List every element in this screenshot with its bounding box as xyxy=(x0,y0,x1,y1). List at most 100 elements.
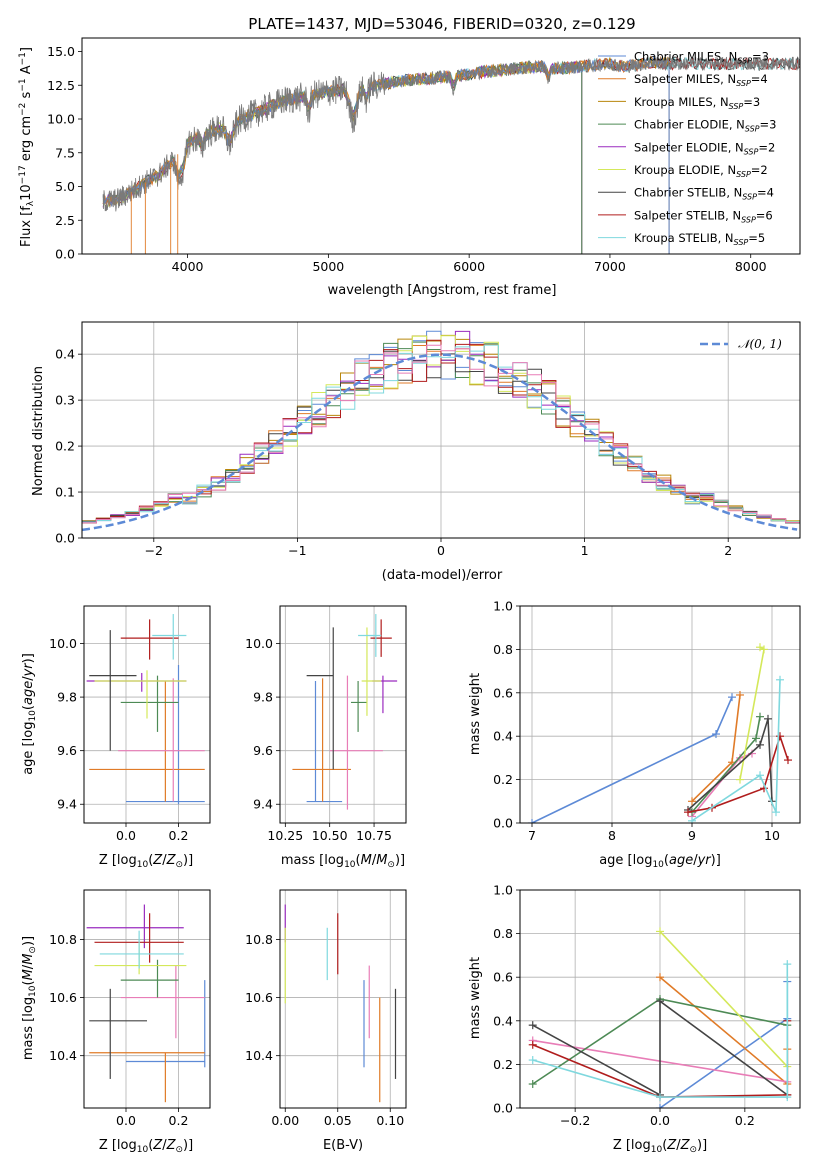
legend-label: Chabrier MILES, NSSP=3 xyxy=(634,50,769,66)
y-tick-label: 10.0 xyxy=(49,636,77,651)
y-tick-label: 10.0 xyxy=(47,112,75,127)
y-tick-label: 0.0 xyxy=(55,247,75,262)
y-tick-label: 0.4 xyxy=(493,729,513,744)
normal-pdf-curve xyxy=(82,353,798,532)
x-tick-label: 0 xyxy=(437,543,445,558)
residuals-plot xyxy=(82,330,800,532)
x-tick-label: 10.50 xyxy=(312,828,348,843)
axes-frame xyxy=(519,605,801,824)
weight-series-line xyxy=(532,964,789,1098)
axes-frame xyxy=(81,321,801,539)
x-tick-label: 10.75 xyxy=(356,828,392,843)
y-tick-label: 2.5 xyxy=(55,213,75,228)
y-tick-label: 7.5 xyxy=(55,145,75,160)
x-tick-label: 4000 xyxy=(172,259,204,274)
x-tick-label: 10 xyxy=(764,828,780,843)
y-tick-label: 0.1 xyxy=(55,485,75,500)
axes-frame xyxy=(279,889,407,1109)
mass-weight-vs-z-panel: −0.2 0.0 0.2 0.0 0.2 0.4 0.6 0.8 1.0 xyxy=(493,883,801,1128)
x-tick-label: 7000 xyxy=(594,259,626,274)
mass-vs-z-x-axis-label: Z [log10(Z/Z⊙)] xyxy=(99,1138,193,1155)
residuals-y-axis-label: Normed distribution xyxy=(31,366,46,496)
y-tick-label: 0.4 xyxy=(55,347,75,362)
x-tick-label: 0.05 xyxy=(324,1113,352,1128)
age-vs-z-y-axis-label: age [log10(age/yr)] xyxy=(21,653,38,775)
x-tick-label: 0.0 xyxy=(116,828,136,843)
x-tick-label: 0.0 xyxy=(650,1113,670,1128)
x-tick-label: 0.0 xyxy=(116,1113,136,1128)
x-tick-label: 7 xyxy=(528,828,536,843)
weight-series-line xyxy=(687,718,773,811)
age-vs-mass-x-axis-label: mass [log10(M/M⊙)] xyxy=(281,853,405,870)
x-tick-label: 8000 xyxy=(735,259,767,274)
spectrum-y-axis-label: Flux [fλ10−17 erg cm−2 s−1 A−1] xyxy=(18,47,36,247)
spectrum-x-axis-label: wavelength [Angstrom, rest frame] xyxy=(328,283,557,298)
residuals-legend: 𝒩(0, 1) xyxy=(700,337,782,351)
spectrum-title: PLATE=1437, MJD=53046, FIBERID=0320, z=0… xyxy=(248,15,635,33)
y-tick-label: 0.6 xyxy=(493,970,513,985)
mass-weight-vs-age-y-axis-label: mass weight xyxy=(468,673,483,755)
y-tick-label: 0.2 xyxy=(493,1057,513,1072)
x-tick-label: 6000 xyxy=(453,259,485,274)
y-tick-label: 9.6 xyxy=(253,743,273,758)
y-tick-label: 10.4 xyxy=(245,1048,273,1063)
x-tick-label: 0.2 xyxy=(169,828,189,843)
y-tick-label: 10.8 xyxy=(49,932,77,947)
mass-vs-ebv-x-axis-label: E(B-V) xyxy=(323,1138,363,1153)
y-tick-label: 9.8 xyxy=(57,690,77,705)
x-tick-label: 0.00 xyxy=(271,1113,299,1128)
mass-weight-vs-age-panel: 7 8 9 10 0.0 0.2 0.4 0.6 0.8 1.0 xyxy=(493,599,801,843)
y-tick-label: 0.8 xyxy=(493,926,513,941)
legend-label: Salpeter MILES, NSSP=4 xyxy=(634,72,768,88)
axes-frame xyxy=(83,605,211,824)
x-tick-label: 1 xyxy=(581,543,589,558)
y-tick-label: 0.2 xyxy=(55,439,75,454)
x-tick-label: 2 xyxy=(724,543,732,558)
y-tick-label: 9.4 xyxy=(253,797,273,812)
x-tick-label: 5000 xyxy=(312,259,344,274)
y-tick-label: 10.8 xyxy=(245,932,273,947)
y-tick-label: 0.0 xyxy=(493,1101,513,1116)
residuals-x-axis-label: (data-model)/error xyxy=(382,568,503,583)
y-tick-label: 10.4 xyxy=(49,1048,77,1063)
y-tick-label: 9.4 xyxy=(57,797,77,812)
mass-weight-vs-z-x-axis-label: Z [log10(Z/Z⊙)] xyxy=(613,1138,707,1155)
y-tick-label: 1.0 xyxy=(493,599,513,614)
residual-histogram xyxy=(82,344,800,526)
x-tick-label: 9 xyxy=(688,828,696,843)
x-tick-label: −2 xyxy=(145,543,163,558)
legend-label: Salpeter ELODIE, NSSP=2 xyxy=(634,140,775,156)
x-tick-label: 0.2 xyxy=(169,1113,189,1128)
data-spectrum-line xyxy=(102,55,800,212)
y-tick-label: 0.8 xyxy=(493,642,513,657)
mass-vs-z-panel: 0.0 0.2 10.4 10.6 10.8 xyxy=(49,889,211,1128)
y-tick-label: 9.8 xyxy=(253,690,273,705)
x-tick-label: 0.10 xyxy=(376,1113,404,1128)
legend-label: Kroupa MILES, NSSP=3 xyxy=(634,95,760,111)
mass-vs-ebv-panel: 0.00 0.05 0.10 10.4 10.6 10.8 xyxy=(245,889,407,1128)
x-tick-label: 8 xyxy=(608,828,616,843)
y-tick-label: 9.6 xyxy=(57,743,77,758)
errorbar-plot xyxy=(86,904,206,1103)
residuals-panel: −2 −1 0 1 2 0.0 0.1 0.2 0.3 0.4 𝒩(0, 1) xyxy=(55,321,801,558)
y-tick-label: 0.4 xyxy=(493,1013,513,1028)
axes-frame xyxy=(83,889,211,1109)
age-vs-z-x-axis-label: Z [log10(Z/Z⊙)] xyxy=(99,853,193,870)
weight-plot xyxy=(528,927,792,1108)
spectrum-legend: Chabrier MILES, NSSP=3 Salpeter MILES, NS… xyxy=(598,50,776,247)
errorbar-plot xyxy=(86,614,205,805)
age-vs-mass-panel: 10.25 10.50 10.75 9.4 9.6 9.8 10.0 xyxy=(245,605,407,843)
spectrum-plot xyxy=(102,54,800,254)
age-vs-z-panel: 0.0 0.2 9.4 9.6 9.8 10.0 xyxy=(49,605,211,843)
mass-vs-z-y-axis-label: mass [log10(M/M⊙)] xyxy=(21,936,38,1060)
legend-label: 𝒩(0, 1) xyxy=(738,337,782,351)
weight-series-line xyxy=(532,999,788,1097)
axes-frame xyxy=(81,37,801,255)
y-tick-label: 5.0 xyxy=(55,179,75,194)
x-tick-label: 10.25 xyxy=(267,828,303,843)
y-tick-label: 0.6 xyxy=(493,685,513,700)
y-tick-label: 0.0 xyxy=(55,531,75,546)
legend-label: Kroupa ELODIE, NSSP=2 xyxy=(634,163,768,179)
y-tick-label: 1.0 xyxy=(493,883,513,898)
